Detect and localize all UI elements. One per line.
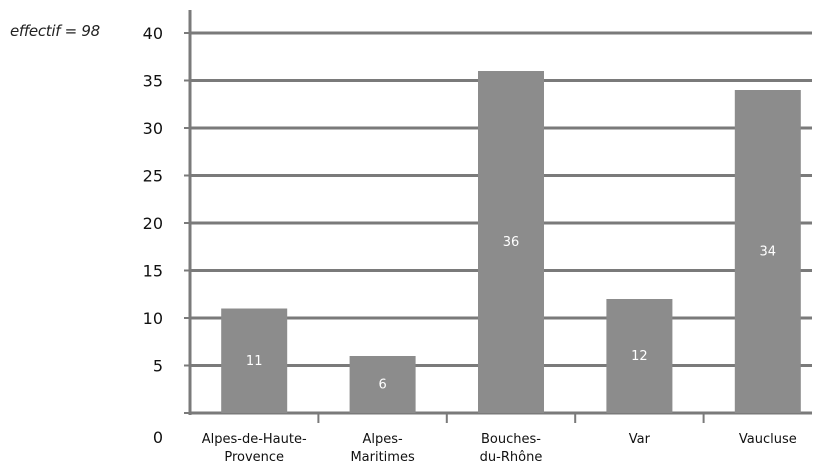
y-tick-label: 5 xyxy=(153,357,163,376)
y-tick-label: 15 xyxy=(143,262,163,281)
bar xyxy=(221,308,288,413)
x-tick-label: Vaucluse xyxy=(739,432,797,447)
x-tick-label: Alpes-de-Haute-Provence xyxy=(202,432,307,465)
data-label: 6 xyxy=(378,378,386,393)
bar xyxy=(606,299,673,413)
y-tick-label: 10 xyxy=(143,309,163,328)
bar xyxy=(734,90,801,413)
x-axis: Alpes-de-Haute-Provence Alpes-Maritimes Bo… xyxy=(190,411,812,465)
y-axis: 0 5 10 15 20 25 30 35 40 xyxy=(143,10,192,447)
x-tick-label: Alpes-Maritimes xyxy=(350,432,415,465)
x-tick-label: Bouches-du-Rhône xyxy=(480,432,543,465)
bars xyxy=(221,71,801,413)
y-tick-label: 25 xyxy=(143,167,163,186)
x-tick-label: Var xyxy=(629,432,651,447)
y-tick-label: 0 xyxy=(153,428,163,447)
data-label: 34 xyxy=(760,245,777,260)
y-tick-label: 20 xyxy=(143,214,163,233)
sample-size-annotation: effectif = 98 xyxy=(10,22,100,40)
data-label: 12 xyxy=(631,349,648,364)
y-tick-label: 40 xyxy=(143,24,163,43)
bar xyxy=(349,356,416,413)
data-labels: 11 6 36 12 34 xyxy=(246,235,776,393)
y-tick-label: 30 xyxy=(143,119,163,138)
y-tick-label: 35 xyxy=(143,72,163,91)
data-label: 36 xyxy=(503,235,520,250)
data-label: 11 xyxy=(246,354,263,369)
bar xyxy=(478,71,544,413)
